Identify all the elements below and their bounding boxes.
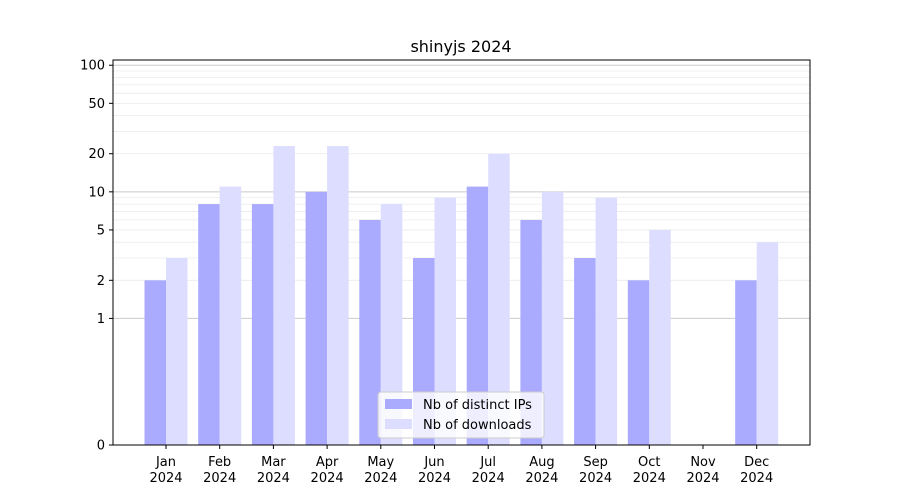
bar-downloads [380, 204, 403, 445]
bar-distinct-ips [359, 219, 381, 445]
bar-distinct-ips [305, 191, 328, 445]
bar-downloads [273, 146, 295, 445]
bar-distinct-ips [144, 280, 166, 445]
x-tick-label: Jan 2024 [149, 455, 182, 486]
bar-distinct-ips [251, 204, 274, 445]
bar-distinct-ips [198, 204, 220, 445]
bar-downloads [166, 258, 188, 445]
bar-downloads [595, 197, 618, 445]
bar-downloads [756, 242, 779, 445]
bar-distinct-ips [520, 219, 542, 445]
x-tick-label: Jun 2024 [418, 455, 451, 486]
y-tick-label: 50 [88, 97, 105, 112]
y-tick-label: 100 [80, 59, 105, 74]
x-tick-label: Apr 2024 [311, 455, 344, 486]
legend-box [377, 391, 545, 439]
x-tick-label: Nov 2024 [686, 455, 719, 486]
x-tick-label: Feb 2024 [203, 455, 236, 486]
x-tick-label: Jul 2024 [472, 455, 505, 486]
bar-downloads [541, 191, 564, 445]
y-tick-label: 2 [97, 274, 105, 289]
bar-downloads [649, 229, 671, 445]
y-tick-label: 5 [97, 223, 105, 238]
y-tick-label: 1 [97, 312, 105, 327]
bar-downloads [219, 186, 242, 446]
legend-swatch [385, 419, 412, 429]
y-axis: 0 1 2 5 10 20 50 100 [80, 59, 113, 454]
y-tick-label: 10 [88, 185, 105, 200]
bar-distinct-ips [735, 280, 757, 445]
bar-downloads [327, 146, 349, 445]
chart-title: shinyjs 2024 [410, 37, 511, 56]
x-tick-label: Oct 2024 [633, 455, 666, 486]
plot-frame [112, 59, 811, 446]
x-tick-label: Dec 2024 [740, 455, 773, 486]
legend-label: Nb of distinct IPs [423, 398, 532, 413]
x-axis: Jan 2024 Feb 2024 Mar 2024 Apr 2024 May 2024 Jun 20… [149, 445, 773, 486]
legend: Nb of distinct IPs Nb of downloads [377, 391, 545, 439]
y-tick-label: 0 [97, 439, 105, 454]
y-tick-label: 20 [88, 147, 105, 162]
bar-downloads [434, 197, 456, 445]
bar-distinct-ips [627, 280, 650, 445]
bar-distinct-ips [466, 186, 489, 446]
x-tick-label: Mar 2024 [257, 455, 290, 486]
x-tick-label: Aug 2024 [525, 455, 558, 486]
x-tick-label: Sep 2024 [579, 455, 612, 486]
legend-swatch [385, 399, 412, 409]
legend-label: Nb of downloads [423, 418, 532, 433]
bar-downloads [488, 153, 510, 446]
bar-distinct-ips [574, 258, 596, 445]
x-tick-label: May 2024 [364, 455, 397, 486]
